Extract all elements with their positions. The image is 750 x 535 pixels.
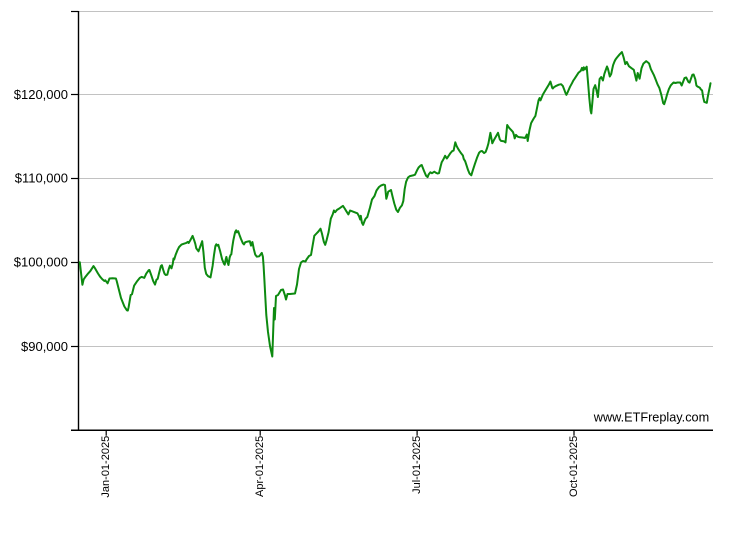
- svg-text:$100,000: $100,000: [14, 255, 68, 270]
- svg-text:Oct-01-2025: Oct-01-2025: [568, 436, 580, 497]
- svg-text:Apr-01-2025: Apr-01-2025: [254, 436, 266, 497]
- svg-text:Jan-01-2025: Jan-01-2025: [100, 436, 112, 498]
- svg-text:$90,000: $90,000: [21, 339, 68, 354]
- svg-text:www.ETFreplay.com: www.ETFreplay.com: [593, 411, 709, 425]
- svg-text:Jul-01-2025: Jul-01-2025: [411, 436, 423, 494]
- svg-text:$120,000: $120,000: [14, 87, 68, 102]
- svg-text:$110,000: $110,000: [15, 171, 68, 186]
